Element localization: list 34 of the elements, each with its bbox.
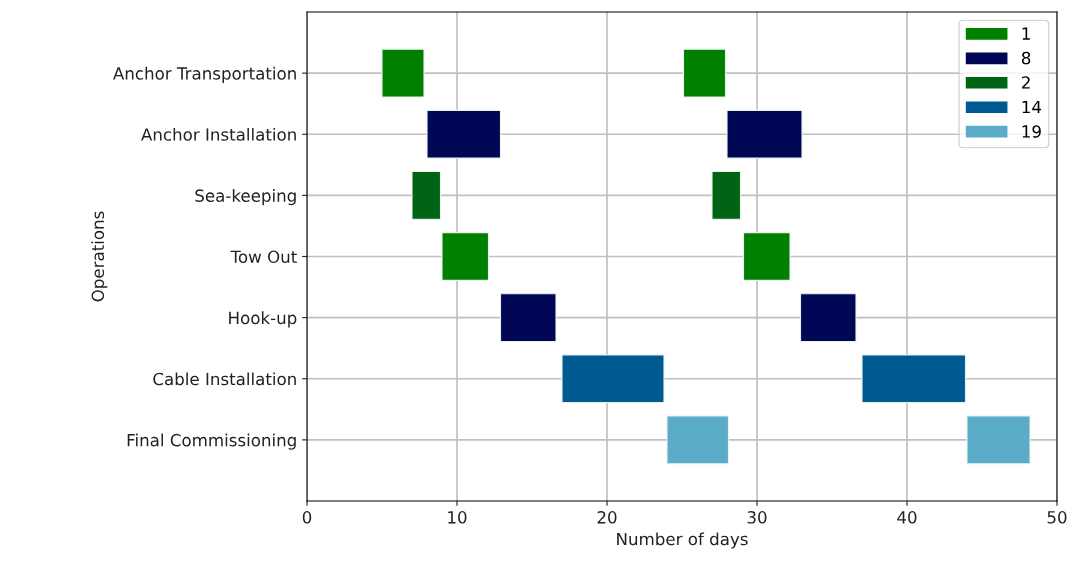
y-tick-label: Sea-keeping [195,189,296,206]
x-axis-title: Number of days [617,532,748,549]
legend-label: 2 [1022,76,1030,89]
y-tick-label: Hook-up [229,311,297,328]
bar [966,415,1031,465]
y-tick-label: Final Commissioning [127,433,296,450]
legend-label: 1 [1022,27,1030,40]
x-tick-label: 50 [1047,511,1067,524]
bar [666,415,730,465]
bar [742,232,791,281]
bar [426,109,502,159]
bar [411,170,442,220]
legend-label: 8 [1021,51,1031,65]
y-tick-label: Cable Installation [153,372,296,386]
legend-label: 19 [1022,125,1041,138]
y-axis-title: Operations [91,211,108,302]
bar [381,48,425,98]
bar [861,354,967,404]
bar [499,293,557,343]
x-tick-label: 40 [897,511,917,524]
bar [561,354,665,404]
legend-label: 14 [1022,100,1042,114]
bar [682,48,727,98]
y-tick-label: Anchor Transportation [113,66,296,83]
bar [726,109,803,159]
y-tick-label: Anchor Installation [141,127,296,141]
x-tick-label: 20 [597,511,617,524]
bar [711,170,742,220]
x-tick-label: 10 [448,511,467,524]
x-tick-label: 0 [302,511,312,524]
bar [799,293,857,343]
x-tick-label: 30 [747,511,767,524]
y-tick-label: Tow Out [230,250,297,264]
bar [441,232,490,281]
